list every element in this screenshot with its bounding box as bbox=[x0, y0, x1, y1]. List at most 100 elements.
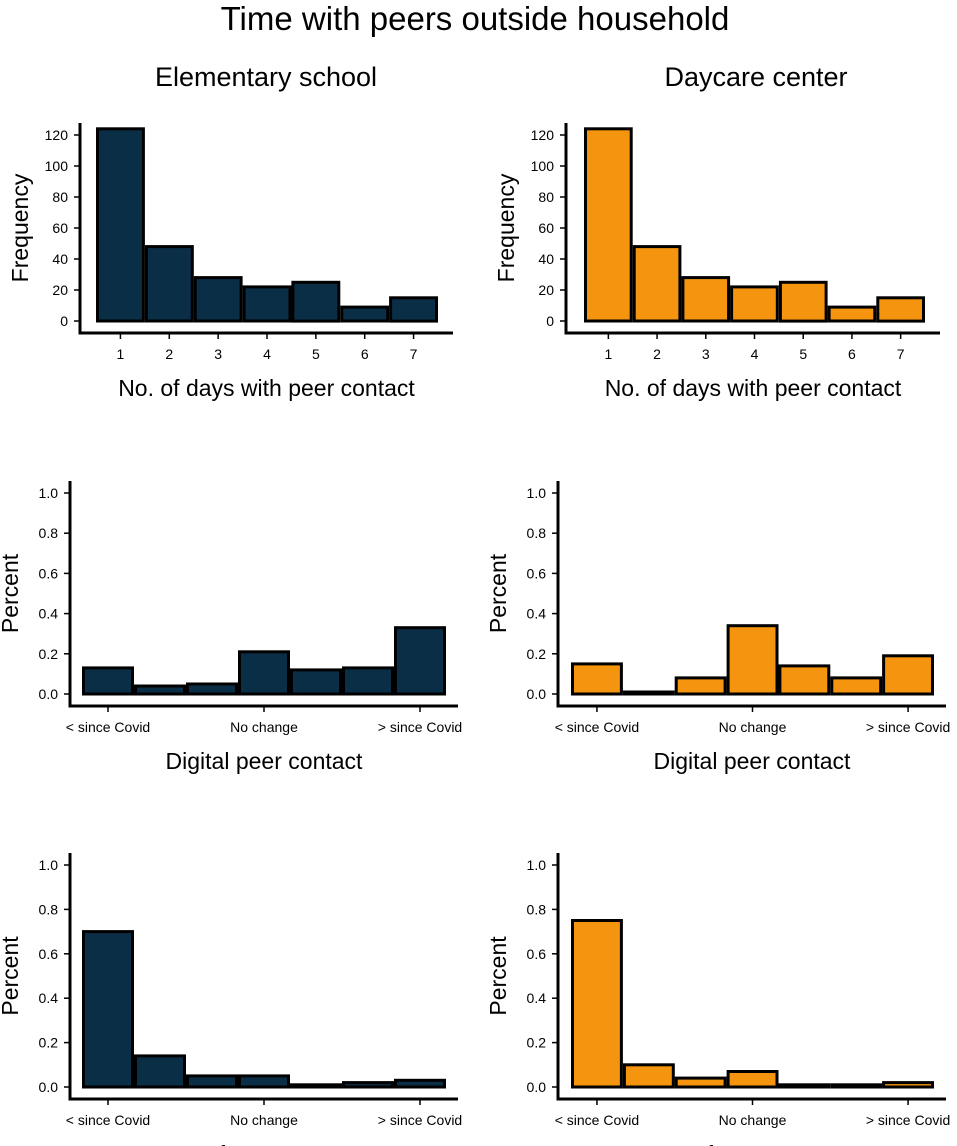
bar-7 bbox=[882, 654, 934, 696]
figure-title: Time with peers outside household bbox=[221, 0, 730, 37]
x-axis-title: Digital peer contact bbox=[654, 748, 851, 774]
y-tick-label: 40 bbox=[538, 251, 554, 267]
bar-2 bbox=[134, 1054, 186, 1089]
x-tick-label: No change bbox=[230, 719, 298, 735]
x-axis-title: Face-to-face peer contact bbox=[621, 1141, 884, 1146]
bar-5 bbox=[291, 280, 341, 323]
x-axis-title: No. of days with peer contact bbox=[605, 375, 902, 401]
x-tick-label: > since Covid bbox=[866, 1112, 950, 1128]
bar-5 bbox=[778, 280, 828, 323]
y-tick-label: 0.8 bbox=[39, 525, 59, 541]
y-tick-label: 0.2 bbox=[39, 1035, 59, 1051]
bar-7 bbox=[394, 1078, 446, 1089]
bar-6 bbox=[830, 1083, 883, 1089]
chart-day-digital: 0.0 0.2 0.4 0.6 0.8 1.0 < since Covid No change… bbox=[485, 481, 950, 774]
y-tick-label: 20 bbox=[52, 282, 68, 298]
chart-day-f2f: 0.0 0.2 0.4 0.6 0.8 1.0 < since Covid No change… bbox=[485, 853, 950, 1146]
bar-3 bbox=[674, 676, 727, 696]
x-tick-label: > since Covid bbox=[866, 719, 950, 735]
x-tick-label: > since Covid bbox=[378, 1112, 462, 1128]
y-tick-label: 1.0 bbox=[39, 485, 59, 501]
y-tick-label: 0.4 bbox=[39, 990, 59, 1006]
bar-4 bbox=[726, 624, 779, 696]
x-tick-label: 3 bbox=[214, 346, 222, 362]
x-tick-label: 1 bbox=[117, 346, 125, 362]
bar-6 bbox=[827, 305, 877, 323]
y-tick-label: 0.0 bbox=[527, 1079, 547, 1095]
bar-3 bbox=[186, 1074, 238, 1089]
bar-5 bbox=[290, 1083, 342, 1089]
bar-3 bbox=[681, 276, 731, 323]
bar-4 bbox=[730, 285, 779, 323]
y-tick-label: 100 bbox=[531, 158, 555, 174]
y-tick-label: 80 bbox=[52, 189, 68, 205]
y-tick-label: 0.4 bbox=[527, 606, 547, 622]
x-tick-label: No change bbox=[719, 719, 787, 735]
x-axis-title: Face-to-face peer contact bbox=[133, 1141, 396, 1146]
y-tick-label: 0.4 bbox=[39, 606, 59, 622]
bar-4 bbox=[726, 1070, 779, 1089]
bar-6 bbox=[340, 305, 390, 323]
bar-3 bbox=[186, 682, 238, 696]
bar-3 bbox=[193, 276, 243, 323]
x-tick-label: 4 bbox=[263, 346, 271, 362]
x-tick-label: < since Covid bbox=[555, 1112, 639, 1128]
x-tick-label: 6 bbox=[848, 346, 856, 362]
bar-6 bbox=[830, 676, 883, 696]
y-tick-label: 20 bbox=[538, 282, 554, 298]
x-tick-label: < since Covid bbox=[66, 719, 150, 735]
chart-elem-days: 0 20 40 60 80 100 120 1 2 3 4 5 6 7 No. of days with p… bbox=[7, 123, 453, 401]
y-tick-label: 0.6 bbox=[527, 946, 547, 962]
y-axis-title: Percent bbox=[0, 553, 23, 633]
y-tick-label: 120 bbox=[45, 127, 69, 143]
bar-7 bbox=[389, 296, 439, 323]
bar-6 bbox=[342, 666, 394, 696]
x-tick-label: < since Covid bbox=[555, 719, 639, 735]
y-tick-label: 80 bbox=[538, 189, 554, 205]
x-tick-label: 7 bbox=[897, 346, 905, 362]
bar-4 bbox=[242, 285, 292, 323]
bar-2 bbox=[144, 245, 194, 323]
y-tick-label: 1.0 bbox=[527, 485, 547, 501]
y-tick-label: 1.0 bbox=[39, 857, 59, 873]
y-axis-title: Percent bbox=[485, 936, 511, 1016]
y-axis-title: Percent bbox=[485, 553, 511, 633]
x-tick-label: 6 bbox=[361, 346, 369, 362]
x-tick-label: 2 bbox=[165, 346, 173, 362]
bar-2 bbox=[134, 684, 186, 696]
x-axis-title: No. of days with peer contact bbox=[118, 375, 415, 401]
bar-5 bbox=[778, 1083, 831, 1089]
x-tick-label: 7 bbox=[410, 346, 418, 362]
x-tick-label: 5 bbox=[312, 346, 320, 362]
x-tick-label: 2 bbox=[653, 346, 661, 362]
bar-3 bbox=[674, 1076, 727, 1089]
y-tick-label: 0.2 bbox=[527, 646, 547, 662]
y-axis-title: Percent bbox=[0, 936, 23, 1016]
y-axis-title: Frequency bbox=[7, 173, 33, 282]
y-tick-label: 0.8 bbox=[39, 901, 59, 917]
y-tick-label: 0.2 bbox=[527, 1035, 547, 1051]
bar-6 bbox=[342, 1081, 394, 1089]
y-tick-label: 40 bbox=[52, 251, 68, 267]
y-tick-label: 0 bbox=[60, 313, 68, 329]
bar-4 bbox=[238, 1074, 290, 1089]
x-axis-title: Digital peer contact bbox=[166, 748, 363, 774]
y-axis-title: Frequency bbox=[493, 173, 519, 282]
x-tick-label: 4 bbox=[751, 346, 759, 362]
x-tick-label: No change bbox=[719, 1112, 787, 1128]
bar-1 bbox=[82, 930, 134, 1089]
bar-4 bbox=[238, 650, 290, 696]
chart-elem-digital: 0.0 0.2 0.4 0.6 0.8 1.0 < since Covid No change… bbox=[0, 481, 462, 774]
bar-1 bbox=[571, 662, 623, 696]
y-tick-label: 60 bbox=[52, 220, 68, 236]
y-tick-label: 0.4 bbox=[527, 990, 547, 1006]
y-tick-label: 0.6 bbox=[39, 946, 59, 962]
y-tick-label: 0.8 bbox=[527, 525, 547, 541]
y-tick-label: 100 bbox=[45, 158, 69, 174]
y-tick-label: 1.0 bbox=[527, 857, 547, 873]
y-tick-label: 0.6 bbox=[39, 565, 59, 581]
bar-5 bbox=[290, 668, 342, 696]
bar-1 bbox=[96, 127, 145, 323]
y-tick-label: 0 bbox=[546, 313, 554, 329]
